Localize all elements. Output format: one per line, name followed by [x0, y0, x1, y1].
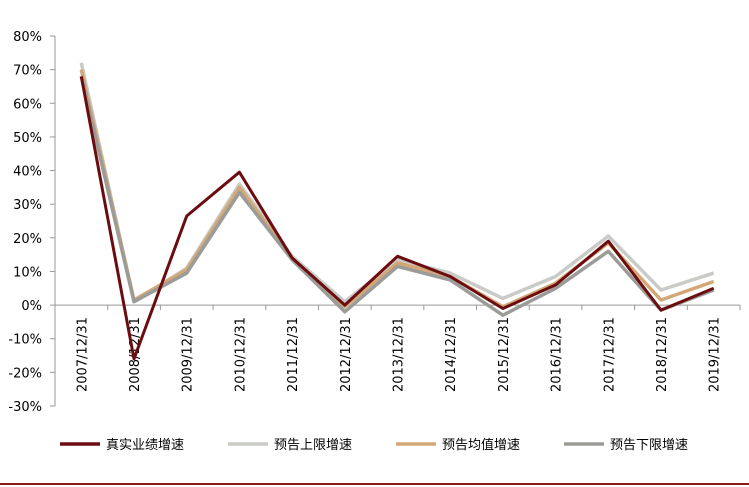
series-line-0: [79, 76, 715, 361]
legend-label: 预告上限增速: [274, 438, 352, 453]
legend-label: 预告均值增速: [442, 437, 520, 453]
y-axis: 80% 70% 60% 50% 40% 30% 20% 10% 0% -10% -20% -30%: [8, 30, 56, 415]
series-layer: [79, 62, 715, 361]
x-tick-label: 2012/12/31: [339, 317, 354, 392]
y-tick-label: 30%: [13, 198, 42, 213]
x-tick-label: 2015/12/31: [497, 317, 512, 392]
x-tick-label: 2017/12/31: [602, 317, 617, 392]
x-tick-label: 2007/12/31: [75, 317, 90, 392]
y-tick-label: 0%: [21, 299, 42, 314]
series-line-3: [79, 76, 715, 317]
legend-label: 真实业绩增速: [106, 438, 184, 453]
legend: 真实业绩增速 预告上限增速 预告均值增速 预告下限增速: [60, 437, 688, 453]
y-tick-label: 10%: [13, 265, 42, 280]
y-tick-label: 50%: [13, 131, 42, 146]
y-tick-label: 20%: [13, 232, 42, 247]
x-axis: 2007/12/31 2008/12/31 2009/12/31 2010/12/31…: [54, 304, 741, 392]
y-tick-label: -30%: [8, 400, 42, 415]
x-tick-label: 2014/12/31: [444, 317, 459, 392]
y-tick-label: -10%: [8, 333, 42, 348]
x-tick-label: 2009/12/31: [181, 317, 196, 392]
y-tick-label: 80%: [13, 30, 42, 45]
y-tick-label: -20%: [8, 366, 42, 381]
legend-label: 预告下限增速: [610, 438, 688, 453]
x-tick-label: 2011/12/31: [286, 317, 301, 392]
x-tick-label: 2010/12/31: [233, 317, 248, 392]
x-tick-label: 2013/12/31: [392, 317, 407, 392]
x-tick-label: 2018/12/31: [655, 317, 670, 392]
y-tick-label: 60%: [13, 97, 42, 112]
x-tick-label: 2016/12/31: [550, 317, 565, 392]
y-tick-label: 40%: [13, 165, 42, 180]
series-line-2: [79, 69, 715, 309]
y-tick-label: 70%: [13, 64, 42, 79]
x-tick-label: 2019/12/31: [708, 317, 723, 392]
